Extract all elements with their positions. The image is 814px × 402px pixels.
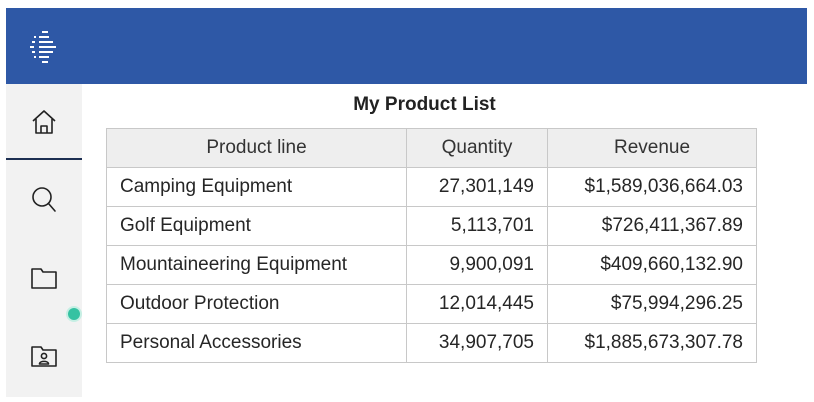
column-header-revenue[interactable]: Revenue bbox=[547, 128, 757, 168]
search-button[interactable] bbox=[6, 164, 82, 236]
home-icon bbox=[32, 110, 56, 134]
product-line-cell[interactable]: Outdoor Protection bbox=[106, 284, 407, 324]
report-title: My Product List bbox=[353, 94, 496, 115]
column-header-quantity[interactable]: Quantity bbox=[406, 128, 548, 168]
table-row: Mountaineering Equipment 9,900,091 $409,… bbox=[106, 245, 757, 285]
menu-icon bbox=[30, 31, 56, 63]
user-folder-icon bbox=[31, 346, 57, 367]
sidebar-divider bbox=[6, 158, 82, 160]
product-line-cell[interactable]: Golf Equipment bbox=[106, 206, 407, 246]
revenue-cell[interactable]: $75,994,296.25 bbox=[547, 284, 757, 324]
column-header-product-line[interactable]: Product line bbox=[106, 128, 407, 168]
product-line-cell[interactable]: Personal Accessories bbox=[106, 323, 407, 363]
search-icon bbox=[32, 187, 56, 212]
table-row: Golf Equipment 5,113,701 $726,411,367.89 bbox=[106, 206, 757, 246]
home-button[interactable] bbox=[6, 86, 82, 158]
table-row: Camping Equipment 27,301,149 $1,589,036,… bbox=[106, 167, 757, 207]
sidebar bbox=[6, 84, 82, 397]
top-bar bbox=[6, 8, 807, 84]
quantity-cell[interactable]: 9,900,091 bbox=[406, 245, 548, 285]
revenue-cell[interactable]: $409,660,132.90 bbox=[547, 245, 757, 285]
table-row: Personal Accessories 34,907,705 $1,885,6… bbox=[106, 323, 757, 363]
product-line-cell[interactable]: Camping Equipment bbox=[106, 167, 407, 207]
notification-dot bbox=[68, 308, 80, 320]
my-content-button[interactable] bbox=[6, 320, 82, 392]
content-folder-button[interactable] bbox=[6, 242, 82, 314]
product-line-cell[interactable]: Mountaineering Equipment bbox=[106, 245, 407, 285]
menu-button[interactable] bbox=[6, 8, 82, 84]
revenue-cell[interactable]: $1,589,036,664.03 bbox=[547, 167, 757, 207]
quantity-cell[interactable]: 34,907,705 bbox=[406, 323, 548, 363]
quantity-cell[interactable]: 12,014,445 bbox=[406, 284, 548, 324]
folder-icon bbox=[31, 268, 57, 289]
table-row: Outdoor Protection 12,014,445 $75,994,29… bbox=[106, 284, 757, 324]
table-header-row: Product line Quantity Revenue bbox=[106, 128, 757, 168]
report-content: My Product List Product line Quantity Re… bbox=[82, 84, 807, 397]
revenue-cell[interactable]: $1,885,673,307.78 bbox=[547, 323, 757, 363]
product-table: Product line Quantity Revenue Camping Eq… bbox=[106, 128, 757, 363]
quantity-cell[interactable]: 5,113,701 bbox=[406, 206, 548, 246]
revenue-cell[interactable]: $726,411,367.89 bbox=[547, 206, 757, 246]
quantity-cell[interactable]: 27,301,149 bbox=[406, 167, 548, 207]
